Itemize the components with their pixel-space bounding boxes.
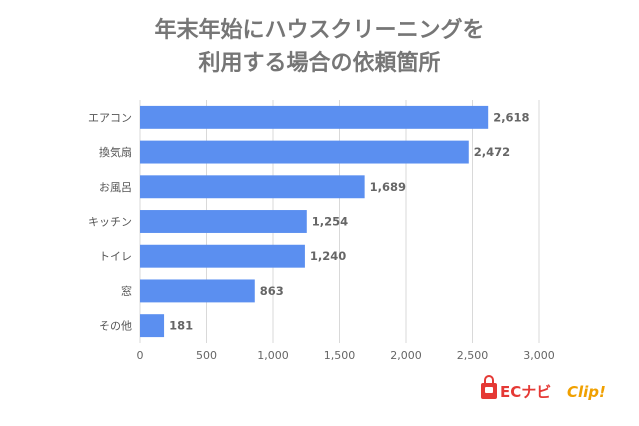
x-tick-label: 3,000: [523, 349, 555, 362]
category-label: その他: [99, 320, 132, 333]
chart-title-line-1: 年末年始にハウスクリーニングを: [154, 18, 485, 43]
data-label: 2,472: [474, 145, 510, 159]
shopping-bag-icon: [481, 375, 497, 399]
category-label: 換気扇: [99, 145, 132, 159]
x-tick-label: 1,000: [257, 349, 289, 362]
x-tick-label: 500: [196, 349, 217, 362]
bar: [140, 244, 305, 268]
x-tick-label: 2,000: [390, 349, 422, 362]
bar: [140, 140, 469, 164]
category-label: お風呂: [99, 181, 132, 194]
data-label: 2,618: [493, 110, 529, 124]
ecnavi-clip-logo: ECナビ Clip!: [481, 375, 606, 401]
bar: [140, 105, 489, 129]
x-tick-label: 2,500: [457, 349, 489, 362]
bar: [140, 210, 307, 233]
data-label: 1,240: [310, 249, 346, 263]
labels: 0 500 1,000 1,500 2,000 2,500 3,000 エアコン 2,618 換気…: [88, 110, 555, 362]
category-label: エアコン: [88, 111, 132, 124]
bar: [140, 314, 165, 338]
category-label: 窓: [121, 284, 132, 298]
data-label: 181: [169, 319, 193, 333]
logo-suffix-text: Clip!: [567, 383, 606, 401]
bar: [140, 279, 255, 303]
x-tick-label: 1,500: [324, 349, 356, 362]
data-label: 863: [260, 284, 284, 298]
data-label: 1,689: [370, 180, 406, 194]
category-label: トイレ: [99, 250, 132, 263]
logo-brand-text: ECナビ: [500, 383, 551, 401]
chart-title-line-2: 利用する場合の依頼箇所: [198, 51, 441, 76]
category-label: キッチン: [88, 216, 132, 229]
bar: [140, 175, 365, 199]
x-tick-label: 0: [137, 349, 144, 362]
bars: [140, 105, 489, 338]
data-label: 1,254: [312, 215, 348, 229]
